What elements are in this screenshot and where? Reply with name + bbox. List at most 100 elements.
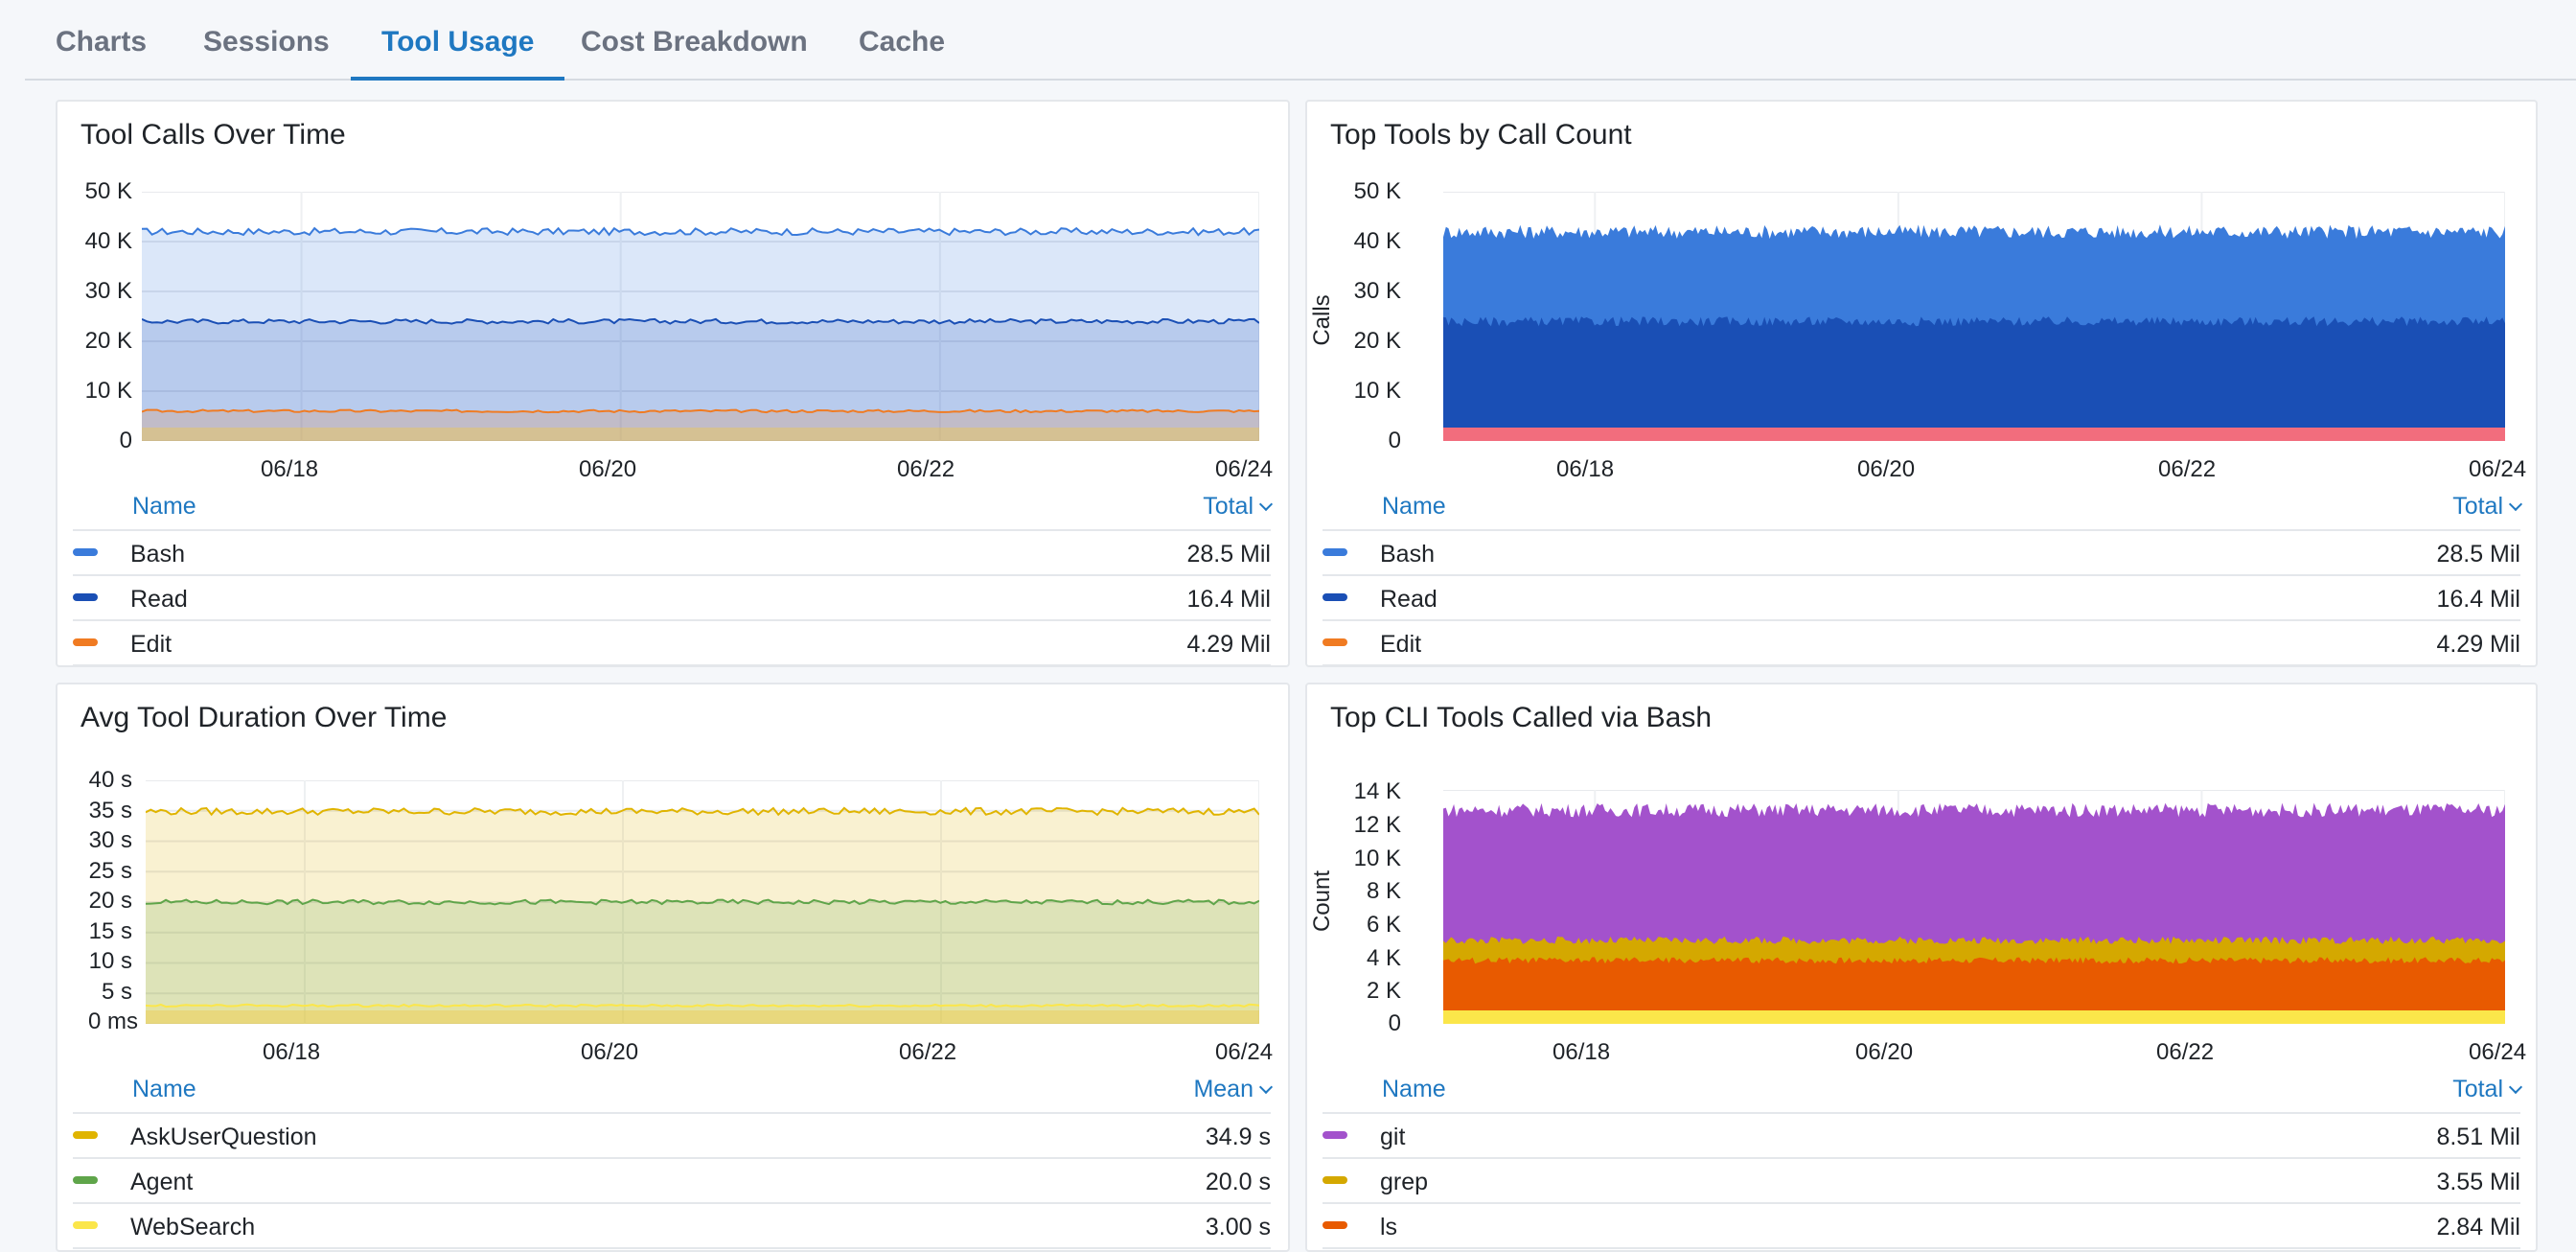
y-tick: 5 s — [101, 979, 132, 1005]
tab-cache[interactable]: Cache — [859, 26, 946, 58]
legend-name-header[interactable]: Name — [132, 493, 196, 520]
legend-row[interactable]: Bash 28.5 Mil — [1322, 531, 2520, 576]
y-tick: 40 K — [84, 228, 132, 254]
y-tick: 35 s — [88, 798, 132, 823]
legend-header: Name Total — [1322, 1076, 2523, 1114]
y-tick: 10 K — [1353, 378, 1401, 404]
x-tick: 06/22 — [2158, 456, 2217, 482]
legend-series-name: Agent — [130, 1169, 194, 1195]
series-color-swatch — [73, 638, 98, 646]
tab-tool-usage[interactable]: Tool Usage — [351, 0, 565, 81]
legend-row[interactable]: AskUserQuestion 34.9 s — [73, 1114, 1271, 1159]
series-color-swatch — [1322, 638, 1347, 646]
legend-series-name: Read — [130, 586, 188, 613]
y-tick: 30 K — [84, 278, 132, 304]
series-color-swatch — [1322, 548, 1347, 556]
legend-series-name: grep — [1380, 1169, 1429, 1195]
legend-series-name: Read — [1380, 586, 1438, 613]
legend-header: Name Total — [73, 493, 1274, 531]
legend-name-header[interactable]: Name — [132, 1076, 196, 1102]
x-tick: 06/20 — [1855, 1039, 1914, 1065]
legend-name-header[interactable]: Name — [1382, 1076, 1446, 1102]
y-tick: 20 K — [84, 328, 132, 354]
legend-series-value: 4.29 Mil — [2436, 631, 2520, 658]
x-tick: 06/24 — [1215, 1039, 1274, 1065]
legend-series-name: AskUserQuestion — [130, 1124, 317, 1150]
minor-series-band — [146, 1010, 1259, 1024]
panel-title: Tool Calls Over Time — [80, 119, 346, 151]
legend-total-header[interactable]: Total — [1203, 493, 1274, 521]
legend-series-value: 34.9 s — [1205, 1124, 1271, 1150]
series-line-askuserquestion — [146, 806, 1259, 817]
x-tick: 06/18 — [261, 456, 319, 482]
legend-name-header[interactable]: Name — [1382, 493, 1446, 520]
y-tick: 20 K — [1353, 328, 1401, 354]
legend-row[interactable]: Agent 20.0 s — [73, 1159, 1271, 1204]
x-tick: 06/24 — [2469, 1039, 2527, 1065]
y-tick: 14 K — [1353, 778, 1401, 804]
y-tick: 0 — [119, 428, 132, 453]
legend-series-value: 16.4 Mil — [2436, 586, 2520, 613]
chevron-down-icon — [2508, 497, 2523, 512]
top-tools-panel: Top Tools by Call Count Calls 50 K 40 K … — [1305, 100, 2538, 667]
legend-row[interactable]: Read 16.4 Mil — [73, 576, 1271, 621]
series-line-agent — [146, 898, 1259, 906]
y-axis-label: Count — [1309, 869, 1335, 933]
tab-cost-breakdown[interactable]: Cost Breakdown — [581, 26, 808, 58]
y-tick: 12 K — [1353, 812, 1401, 838]
legend-series-value: 4.29 Mil — [1186, 631, 1271, 658]
legend-row[interactable]: WebSearch 3.00 s — [73, 1204, 1271, 1249]
tab-charts[interactable]: Charts — [56, 26, 148, 58]
cli-tools-plot — [1443, 790, 2505, 1024]
tool-calls-plot — [142, 192, 1259, 441]
series-area-bash — [142, 228, 1259, 441]
legend-row[interactable]: Read 16.4 Mil — [1322, 576, 2520, 621]
x-tick: 06/20 — [1857, 456, 1916, 482]
panel-title: Top Tools by Call Count — [1330, 119, 1632, 151]
legend-row[interactable]: ls 2.84 Mil — [1322, 1204, 2520, 1249]
legend-total-header[interactable]: Total — [2452, 493, 2523, 521]
series-color-swatch — [73, 593, 98, 601]
x-tick: 06/20 — [579, 456, 637, 482]
legend-row[interactable]: Edit 4.29 Mil — [73, 621, 1271, 665]
x-tick: 06/22 — [897, 456, 955, 482]
legend-series-name: Edit — [130, 631, 172, 658]
legend-row[interactable]: grep 3.55 Mil — [1322, 1159, 2520, 1204]
y-axis-label: Calls — [1309, 294, 1335, 346]
legend-row[interactable]: Edit 4.29 Mil — [1322, 621, 2520, 665]
top-tools-plot — [1443, 192, 2505, 441]
series-color-swatch — [1322, 1131, 1347, 1139]
legend-series-name: WebSearch — [130, 1214, 256, 1240]
y-tick: 0 ms — [87, 1009, 138, 1034]
x-tick: 06/18 — [1556, 456, 1615, 482]
series-color-swatch — [73, 1221, 98, 1229]
avg-duration-plot — [146, 780, 1259, 1024]
x-tick: 06/22 — [2156, 1039, 2215, 1065]
y-tick: 10 K — [84, 378, 132, 404]
x-tick: 06/24 — [2469, 456, 2527, 482]
cli-tools-panel: Top CLI Tools Called via Bash Count 14 K… — [1305, 683, 2538, 1252]
legend-row[interactable]: Bash 28.5 Mil — [73, 531, 1271, 576]
y-tick: 4 K — [1366, 945, 1401, 971]
legend-series-value: 3.55 Mil — [2436, 1169, 2520, 1195]
series-area-read — [1443, 316, 2505, 441]
x-tick: 06/22 — [899, 1039, 957, 1065]
legend-mean-header[interactable]: Mean — [1193, 1076, 1274, 1103]
legend-total-header[interactable]: Total — [2452, 1076, 2523, 1103]
y-tick: 40 K — [1353, 228, 1401, 254]
tool-calls-panel: Tool Calls Over Time 50 K 40 K 30 K 20 K… — [56, 100, 1290, 667]
legend-header: Name Total — [1322, 493, 2523, 531]
legend-series-name: git — [1380, 1124, 1406, 1150]
y-tick: 8 K — [1366, 878, 1401, 904]
legend-header: Name Mean — [73, 1076, 1274, 1114]
tab-sessions[interactable]: Sessions — [203, 26, 330, 58]
chevron-down-icon — [1258, 1079, 1274, 1095]
legend-series-name: Bash — [130, 541, 185, 568]
minor-series-band — [1443, 1010, 2505, 1024]
legend-series-value: 16.4 Mil — [1186, 586, 1271, 613]
y-tick: 20 s — [88, 888, 132, 914]
avg-duration-panel: Avg Tool Duration Over Time 40 s 35 s 30… — [56, 683, 1290, 1252]
legend-row[interactable]: git 8.51 Mil — [1322, 1114, 2520, 1159]
legend-series-value: 8.51 Mil — [2436, 1124, 2520, 1150]
x-tick: 06/18 — [263, 1039, 321, 1065]
